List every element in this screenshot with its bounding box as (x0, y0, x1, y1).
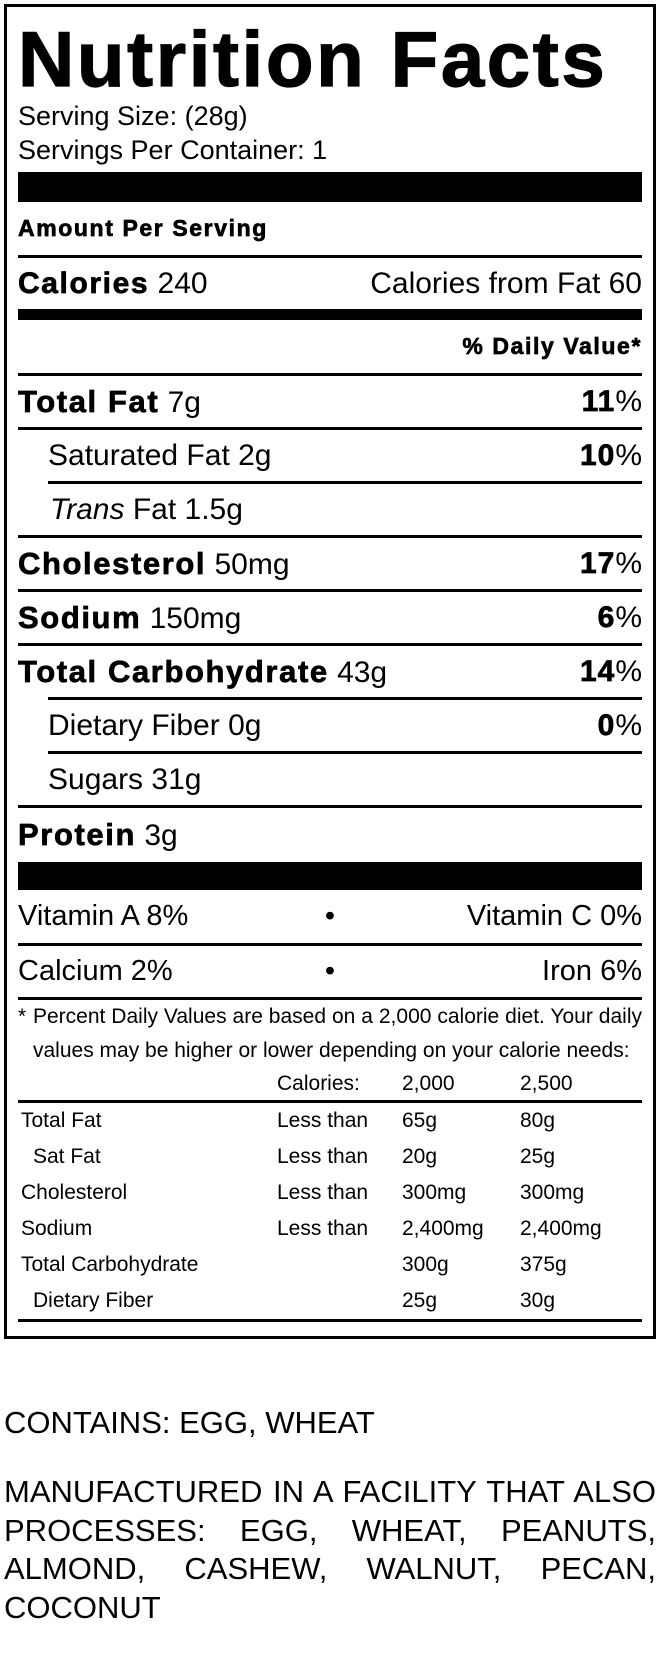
footnote: * Percent Daily Values are based on a 2,… (18, 1000, 642, 1068)
nutrient-row-sugars: Sugars 31g (18, 754, 642, 808)
amount-per-serving: Amount Per Serving (18, 202, 642, 258)
thick-divider (18, 862, 642, 890)
thick-divider (18, 172, 642, 202)
serving-size: Serving Size: (28g) (18, 101, 248, 131)
nutrient-dv: 14 (579, 654, 616, 688)
nutrient-amount: 43g (337, 655, 388, 689)
nutrient-name: Sugars (48, 762, 144, 796)
nutrient-row-total-carbohydrate: Total Carbohydrate 43g 14% (18, 653, 642, 689)
nutrient-dv: 17 (579, 546, 616, 580)
indented-divider (48, 697, 642, 700)
nutrient-name: Total Carbohydrate (18, 653, 329, 689)
label-title: Nutrition Facts (17, 15, 608, 103)
calories-value: 240 (157, 266, 208, 300)
nutrient-amount: 0g (228, 708, 262, 742)
nutrient-row-sodium: Sodium 150mg 6% (18, 592, 642, 646)
nutrient-amount: 150mg (149, 601, 242, 635)
mineral-row: Calcium 2% • Iron 6% (18, 946, 642, 1000)
nutrient-dv: 0 (597, 708, 616, 742)
footnote-asterisk: * (18, 1005, 27, 1028)
nutrient-name: Dietary Fiber (48, 708, 220, 742)
table-header: Calories: 2,000 2,500 (18, 1068, 642, 1103)
nutrient-amount: 3g (144, 819, 178, 852)
nutrient-row-cholesterol: Cholesterol 50mg 17% (18, 538, 642, 592)
servings-per-container: Servings Per Container: 1 (18, 135, 328, 165)
table-row: Sodium Less than 2,400mg 2,400mg (21, 1217, 602, 1240)
nutrient-dv: 11 (581, 384, 616, 418)
nutrient-amount: 1.5g (184, 492, 243, 526)
nutrition-facts-label: Nutrition Facts Serving Size: (28g) Serv… (4, 4, 656, 1339)
medium-divider (18, 309, 642, 320)
daily-value-table: Calories: 2,000 2,500 Total Fat Less than… (18, 1068, 642, 1322)
table-row: Total Carbohydrate 300g 375g (21, 1253, 567, 1276)
nutrient-amount: 31g (151, 762, 202, 796)
calcium: Calcium 2% (18, 955, 173, 987)
table-row: Total Fat Less than 65g 80g (21, 1109, 556, 1132)
nutrient-dv: 6 (597, 600, 616, 634)
nutrient-row-total-fat: Total Fat 7g 11% (18, 376, 642, 430)
iron: Iron 6% (542, 955, 642, 987)
allergen-contains: CONTAINS: EGG, WHEAT (4, 1405, 375, 1440)
vitamin-c: Vitamin C 0% (466, 900, 642, 932)
nutrient-name: Sodium (18, 599, 142, 635)
nutrient-row-saturated-fat: Saturated Fat 2g 10% (48, 430, 642, 484)
calories-row: Calories 240 Calories from Fat 60 (18, 258, 642, 309)
nutrient-dv: 10 (579, 438, 616, 472)
nutrient-row-protein: Protein 3g (18, 808, 642, 862)
calories-from-fat: Calories from Fat 60 (370, 266, 642, 300)
daily-value-header: % Daily Value* (18, 320, 642, 376)
footnote-text: Percent Daily Values are based on a 2,00… (33, 1005, 642, 1062)
bullet-icon: • (324, 955, 336, 987)
nutrient-name-italic: Trans (50, 492, 125, 526)
vitamin-a: Vitamin A 8% (18, 900, 189, 932)
table-row: Dietary Fiber 25g 30g (18, 1283, 642, 1322)
nutrient-amount: 50mg (214, 547, 290, 581)
bullet-icon: • (324, 900, 336, 932)
nutrient-row-trans-fat: Trans Fat 1.5g (18, 484, 642, 538)
table-row: Sat Fat Less than 20g 25g (33, 1145, 556, 1168)
nutrient-amount: 2g (238, 438, 272, 472)
nutrient-name: Cholesterol (18, 545, 207, 581)
calories-label: Calories (18, 266, 150, 300)
nutrient-row-dietary-fiber: Dietary Fiber 0g 0% (48, 700, 642, 754)
nutrient-name: Protein (18, 817, 136, 853)
nutrient-name: Fat (132, 492, 177, 526)
table-row: Cholesterol Less than 300mg 300mg (21, 1181, 585, 1204)
facility-statement: MANUFACTURED IN A FACILITY THAT ALSO PRO… (4, 1474, 656, 1625)
vitamin-row: Vitamin A 8% • Vitamin C 0% (18, 890, 642, 946)
nutrient-name: Saturated Fat (48, 438, 230, 472)
nutrient-name: Total Fat (18, 383, 160, 419)
nutrient-amount: 7g (167, 385, 201, 419)
